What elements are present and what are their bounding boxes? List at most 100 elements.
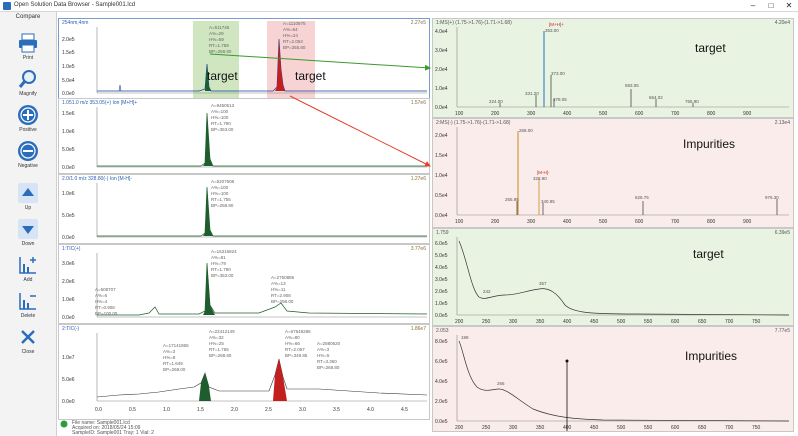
x-ticks: 200 250 300 350 400 450 500 550 600 650 … — [455, 319, 761, 325]
chromatogram-panel-ms-pos[interactable]: 1.051.0 m/z 353.05(+) Ion [M+H]+ 1.57e6 … — [58, 98, 430, 174]
plus-circle-icon — [18, 105, 38, 125]
y-tick: 0.0e5 — [435, 313, 448, 319]
y-tick: 0.0e4 — [435, 213, 448, 219]
peak-label-line: H%=79 — [211, 261, 226, 266]
peak-label-line: A=9450513 — [211, 103, 235, 108]
y-tick: 1.5e6 — [62, 111, 75, 117]
positive-button[interactable]: Positive — [0, 104, 56, 133]
spectrum-panel-ms-neg[interactable]: 2:MS(-) (1.75->1.76)-(1.71->1.68) 2.13e4… — [432, 118, 794, 228]
peak-label-line: BP=268.80 — [211, 203, 234, 208]
chromatogram-panel-tic-pos[interactable]: 1:TIC(+) 3.77e6 0.0e0 1.0e6 2.0e6 3.0e6 … — [58, 244, 430, 324]
x-tick: 700 — [671, 219, 680, 225]
close-window-button[interactable]: ✕ — [785, 1, 793, 10]
title-bar: Open Solution Data Browser - Sample001.l… — [0, 0, 798, 12]
peak-label: 266 — [497, 381, 505, 386]
x-tick: 700 — [671, 111, 680, 117]
y-tick: 2.0e4 — [435, 133, 448, 139]
peak-label: 353.00 — [545, 28, 559, 33]
chromatogram-panel-uv[interactable]: 254nm,4nm 2.27e5 0.0e0 5.0e4 1.0e5 1.5e5… — [58, 18, 430, 102]
peak-label-line: H%=11 — [271, 287, 286, 292]
peak-label-line: A=2750885 — [271, 275, 295, 280]
x-tick: 100 — [455, 111, 464, 117]
peak-label: 976.30 — [765, 195, 779, 200]
annotation-target-b: target — [295, 69, 326, 83]
y-ticks: 0.0e4 0.5e4 1.0e4 1.5e4 2.0e4 — [435, 133, 448, 219]
peak-label-line: RT=1.755 — [211, 197, 231, 202]
close-label: Close — [21, 349, 35, 355]
peak-label-line: A%=13 — [271, 281, 286, 286]
y-tick: 4.0e4 — [435, 29, 448, 35]
peak-label-line: H%=100 — [211, 115, 229, 120]
x-tick: 1.5 — [197, 407, 204, 413]
peak-label: 242 — [483, 289, 491, 294]
x-tick: 250 — [482, 319, 491, 325]
peak-label: A=2880620 A%=3 H%=5 RT=3.360 BP=268.80 — [317, 341, 341, 370]
spectrum-panel-ms-pos[interactable]: 1:MS(+) (1.75->1.76)-(1.71->1.68) 4.20e4… — [432, 18, 794, 118]
peak-label: 373.00 — [551, 71, 565, 76]
spectrum-panel-uv-target[interactable]: 1.759 6.39e5 0.0e5 1.0e5 2.0e5 3.0e5 4.0… — [432, 228, 794, 326]
peak-label-line: RT=1.649 — [163, 361, 183, 366]
add-button[interactable]: Add — [0, 254, 56, 283]
spectrum-panel-uv-impurities[interactable]: 2.053 7.77e5 0.0e5 2.0e5 4.0e5 6.0e5 8.0… — [432, 326, 794, 432]
y-ticks: 0.0e4 1.0e4 2.0e4 3.0e4 4.0e4 — [435, 29, 448, 111]
peak-label-line: A%=80 — [285, 335, 300, 340]
panel-header: 1:TIC(+) — [62, 246, 81, 252]
close-button[interactable]: Close — [0, 326, 56, 355]
spectrum-max: 4.20e4 — [774, 20, 790, 26]
peak-label: 340.95 — [541, 199, 555, 204]
uv-impurities-spectrum-plot: 0.0e5 2.0e5 4.0e5 6.0e5 8.0e5 200 250 30… — [435, 335, 790, 431]
peak-label-line: RT=2.908 — [271, 293, 291, 298]
peak-label-line: H%=100 — [211, 191, 229, 196]
peak-label: 664.02 — [649, 95, 663, 100]
up-button[interactable]: Up — [0, 182, 56, 211]
x-tick: 250 — [482, 425, 491, 431]
maximize-button[interactable]: □ — [768, 1, 774, 10]
spectrum-max: 7.77e5 — [774, 328, 790, 334]
y-tick: 3.0e6 — [62, 261, 75, 267]
peak-label-line: RT=3.360 — [317, 359, 337, 364]
x-tick: 450 — [590, 425, 599, 431]
negative-button[interactable]: Negative — [0, 140, 56, 169]
peak-label-line: A=67649286 — [285, 329, 311, 334]
chromatogram-panel-ms-neg[interactable]: 2.0/1.0 m/z 328.80(-) Ion [M-H]- 1.27e6 … — [58, 174, 430, 244]
down-button[interactable]: Down — [0, 218, 56, 247]
tic-neg-chromatogram-plot: 0.0e0 5.0e6 1.0e7 0.0 0.5 1.0 1.5 2.0 2.… — [62, 329, 428, 413]
y-tick: 5.0e5 — [62, 213, 75, 219]
y-tick: 0.0e0 — [62, 235, 75, 241]
peak-label-line: H%=8 — [163, 355, 176, 360]
spectrum-max: 2.13e4 — [774, 120, 790, 126]
target-peak — [205, 64, 211, 91]
compare-tab[interactable]: Compare — [15, 14, 41, 20]
x-tick: 500 — [599, 219, 608, 225]
annotation-target: target — [695, 41, 726, 55]
magnify-label: Magnify — [19, 91, 37, 97]
peak-label: 268.00 — [519, 128, 533, 133]
minimize-button[interactable]: – — [750, 1, 756, 10]
x-ticks: 100 200 300 400 500 600 700 800 900 — [455, 219, 752, 225]
y-tick: 6.0e5 — [435, 241, 448, 247]
up-label: Up — [24, 205, 32, 211]
peak-label-line: BP=355.80 — [283, 45, 306, 50]
print-button[interactable]: Print — [0, 32, 56, 61]
x-tick: 900 — [743, 111, 752, 117]
peak-label-line: A=511745 — [209, 25, 230, 30]
down-label: Down — [21, 241, 35, 247]
peak-label: 199 — [461, 335, 469, 340]
target-peak — [203, 263, 215, 315]
peak-label: A=2750885 A%=13 H%=11 RT=2.908 BP=296.00 — [271, 275, 295, 304]
x-tick: 100 — [455, 219, 464, 225]
x-tick: 300 — [527, 111, 536, 117]
annotation-impurities: Impurities — [683, 137, 736, 151]
x-tick: 600 — [671, 319, 680, 325]
peak-label-line: A%=32 — [209, 335, 224, 340]
add-label: Add — [23, 277, 33, 283]
delete-button[interactable]: Delete — [0, 290, 56, 319]
arrow-down-icon — [18, 219, 38, 239]
y-tick: 0.0e0 — [62, 315, 75, 321]
x-tick: 200 — [455, 319, 464, 325]
chromatogram-panel-tic-neg[interactable]: 2:TIC(-) 1.86e7 0.0e0 5.0e6 1.0e7 0.0 0.… — [58, 324, 430, 420]
peak-label: 626.75 — [635, 195, 649, 200]
y-tick: 6.0e5 — [435, 359, 448, 365]
peak-label-line: BP=268.80 — [317, 365, 340, 370]
magnify-button[interactable]: Magnify — [0, 68, 56, 97]
